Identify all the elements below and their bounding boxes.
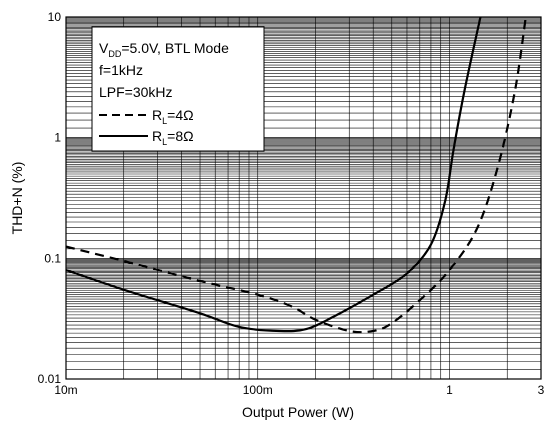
- y-tick-labels: 0.01 0.1 1 10: [38, 10, 62, 386]
- series-layer: [66, 17, 527, 334]
- series-line-8ohm: [66, 17, 482, 333]
- legend-condition-frequency: f=1kHz: [99, 62, 143, 78]
- x-tick-label: 1: [446, 383, 453, 397]
- x-tick-label: 3: [538, 383, 545, 397]
- plot-frame: [65, 16, 542, 380]
- legend-label-8ohm: RL=8Ω: [152, 128, 194, 147]
- x-axis-title: Output Power (W): [242, 404, 354, 420]
- legend-condition-supply: VDD=5.0V, BTL Mode: [99, 40, 229, 59]
- y-axis-title: THD+N (%): [9, 162, 25, 235]
- y-tick-label: 0.01: [38, 372, 62, 386]
- series-line-4ohm: [66, 17, 527, 334]
- legend-box: [91, 26, 265, 152]
- legend-condition-lpf: LPF=30kHz: [99, 84, 173, 100]
- legend: VDD=5.0V, BTL Mode f=1kHz LPF=30kHz RL=4…: [91, 26, 265, 152]
- y-tick-label: 1: [54, 131, 61, 145]
- legend-label-4ohm: RL=4Ω: [152, 107, 194, 126]
- x-tick-label: 10m: [54, 383, 77, 397]
- x-tick-labels: 10m 100m 1 3: [54, 383, 544, 397]
- y-tick-label: 10: [48, 10, 62, 24]
- y-tick-label: 0.1: [44, 251, 61, 265]
- x-tick-label: 100m: [243, 383, 273, 397]
